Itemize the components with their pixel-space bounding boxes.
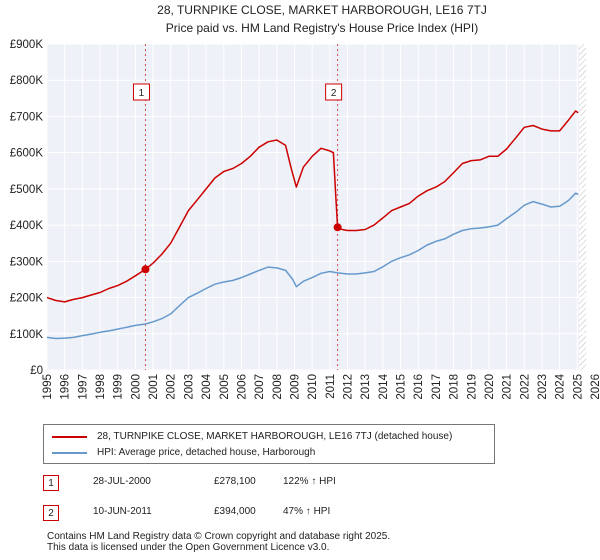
x-tick-label-27: 2022 <box>519 374 531 400</box>
x-tick-label-4: 1999 <box>113 374 125 400</box>
x-tick-label-0: 1995 <box>42 374 54 400</box>
x-tick-label-19: 2014 <box>378 373 390 399</box>
sale-point-1 <box>141 265 150 274</box>
x-tick-label-23: 2018 <box>449 374 461 400</box>
footer: Contains HM Land Registry data © Crown c… <box>47 531 390 553</box>
y-tick-label-4: £400K <box>10 220 44 232</box>
sale-date-1: 28-JUL-2000 <box>93 476 151 487</box>
legend-item-property: 28, TURNPIKE CLOSE, MARKET HARBOROUGH, L… <box>52 431 452 442</box>
y-tick-label-0: £0 <box>30 365 43 377</box>
x-tick-label-8: 2003 <box>183 374 195 400</box>
legend-item-hpi: HPI: Average price, detached house, Harb… <box>52 447 315 458</box>
sale-price-2: £394,000 <box>214 506 256 517</box>
footer-copyright: Contains HM Land Registry data © Crown c… <box>47 531 391 542</box>
x-tick-label-25: 2020 <box>484 374 496 400</box>
x-tick-label-28: 2023 <box>537 374 549 400</box>
x-tick-label-31: 2026 <box>590 374 600 400</box>
x-tick-label-3: 1998 <box>95 374 107 400</box>
x-tick-label-1: 1996 <box>60 374 72 400</box>
y-tick-label-1: £100K <box>10 329 44 341</box>
legend: 28, TURNPIKE CLOSE, MARKET HARBOROUGH, L… <box>43 424 495 464</box>
sale-badge-2: 2 <box>43 505 59 521</box>
y-tick-label-5: £500K <box>10 184 44 196</box>
legend-label-hpi: HPI: Average price, detached house, Harb… <box>97 447 316 458</box>
sale-hpi-2: 47% ↑ HPI <box>283 506 331 517</box>
price-chart: 28, TURNPIKE CLOSE, MARKET HARBOROUGH, L… <box>10 3 600 400</box>
x-tick-label-10: 2005 <box>219 374 231 400</box>
sale-price-1: £278,100 <box>214 476 256 487</box>
sale-point-2 <box>333 223 342 232</box>
x-tick-label-29: 2024 <box>555 373 567 399</box>
y-tick-label-9: £900K <box>10 39 44 51</box>
legend-swatch-hpi <box>52 451 87 454</box>
y-tick-label-2: £200K <box>10 293 44 305</box>
x-tick-label-11: 2006 <box>236 374 248 400</box>
footer-licence: This data is licensed under the Open Gov… <box>47 542 330 553</box>
x-tick-label-2: 1997 <box>77 374 89 400</box>
x-tick-label-26: 2021 <box>502 374 514 400</box>
y-tick-label-6: £600K <box>10 148 44 160</box>
x-tick-label-16: 2011 <box>325 374 337 399</box>
y-tick-label-3: £300K <box>10 256 44 268</box>
chart-subtitle: Price paid vs. HM Land Registry's House … <box>166 21 478 35</box>
series-line-hpi <box>46 192 579 340</box>
forecast-hatch <box>579 44 587 370</box>
sale-box-label-2: 2 <box>331 88 337 99</box>
legend-label-property: 28, TURNPIKE CLOSE, MARKET HARBOROUGH, L… <box>97 431 453 442</box>
x-tick-label-17: 2012 <box>343 374 355 400</box>
sale-badge-1: 1 <box>43 475 59 491</box>
sale-box-2 <box>325 83 343 101</box>
x-tick-label-30: 2025 <box>572 374 584 400</box>
sale-box-1 <box>132 83 150 101</box>
x-tick-label-7: 2002 <box>166 374 178 400</box>
sale-hpi-1: 122% ↑ HPI <box>283 476 336 487</box>
x-tick-label-15: 2010 <box>307 374 319 400</box>
sale-box-label-1: 1 <box>139 88 145 99</box>
sale-date-2: 10-JUN-2011 <box>93 506 152 517</box>
x-tick-label-22: 2017 <box>431 374 443 400</box>
legend-swatch-property <box>52 435 87 438</box>
plot-area <box>47 44 595 370</box>
x-tick-label-12: 2007 <box>254 374 266 400</box>
y-tick-label-7: £700K <box>10 111 44 123</box>
x-tick-label-9: 2004 <box>201 373 213 399</box>
chart-title: 28, TURNPIKE CLOSE, MARKET HARBOROUGH, L… <box>157 3 487 17</box>
x-tick-label-24: 2019 <box>466 374 478 400</box>
y-tick-label-8: £800K <box>10 75 44 87</box>
x-tick-label-14: 2009 <box>289 374 301 400</box>
x-tick-label-6: 2001 <box>148 374 160 400</box>
x-tick-label-5: 2000 <box>130 374 142 400</box>
x-tick-label-18: 2013 <box>360 374 372 400</box>
x-tick-label-13: 2008 <box>272 374 284 400</box>
x-tick-label-20: 2015 <box>396 374 408 400</box>
x-tick-label-21: 2016 <box>413 374 425 400</box>
